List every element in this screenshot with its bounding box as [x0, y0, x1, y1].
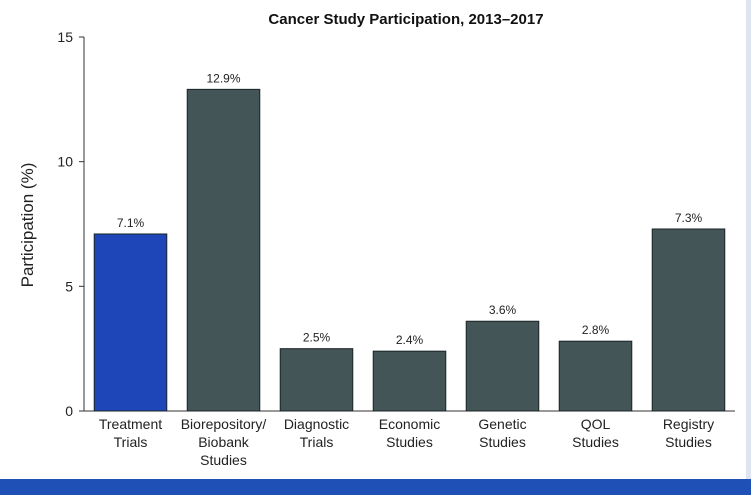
bar-value-label: 12.9%	[206, 71, 240, 85]
bar	[93, 233, 168, 412]
x-tick-label-line: Genetic	[478, 416, 526, 432]
x-tick-label: Economic Studies	[379, 416, 440, 450]
bar	[279, 348, 354, 412]
x-tick-label: Treatment Trials	[99, 416, 162, 450]
x-tick-labels: Treatment Trials Biorepository/Biobank Stud…	[99, 416, 714, 468]
bar	[465, 320, 540, 412]
bar-value-label: 3.6%	[489, 303, 517, 317]
bars	[93, 88, 726, 412]
x-tick-label: QOL Studies	[572, 416, 619, 450]
bar	[372, 350, 447, 412]
bottom-color-band	[0, 479, 751, 495]
bar	[558, 340, 633, 412]
y-axis-label: Participation (%)	[18, 163, 37, 288]
y-tick-label: 15	[57, 29, 73, 45]
x-tick-label-line: Studies	[479, 434, 526, 450]
x-tick-label-line: Studies	[665, 434, 712, 450]
x-tick-label-line: Biobank	[198, 434, 250, 450]
value-labels: 7.1% 12.9% 2.5% 2.4% 3.6% 2.8% 7.3%	[117, 71, 703, 347]
bar	[186, 88, 261, 412]
x-tick-label-line: Economic	[379, 416, 440, 432]
x-tick-label-line: Biorepository/	[181, 416, 267, 432]
y-tick-label: 0	[65, 403, 73, 419]
bar-value-label: 7.3%	[675, 211, 703, 225]
x-tick-label-line: Trials	[300, 434, 334, 450]
bar-value-label: 2.4%	[396, 333, 424, 347]
x-tick-label: Diagnostic Trials	[284, 416, 349, 450]
x-tick-label-line: Diagnostic	[284, 416, 349, 432]
x-tick-label-line: Registry	[663, 416, 714, 432]
x-tick-label-line: Treatment	[99, 416, 162, 432]
right-edge-strip	[746, 0, 751, 479]
x-tick-label: Genetic Studies	[478, 416, 526, 450]
x-tick-label: Registry Studies	[663, 416, 714, 450]
y-tick-label: 10	[57, 154, 73, 170]
x-tick-label-line: QOL	[581, 416, 611, 432]
y-tick-label: 5	[65, 278, 73, 294]
chart-title: Cancer Study Participation, 2013–2017	[268, 11, 543, 28]
y-ticks: 0 5 10 15	[57, 29, 84, 419]
x-tick-label-line: Trials	[114, 434, 148, 450]
bar-value-label: 2.8%	[582, 323, 610, 337]
x-tick-label-line: Studies	[386, 434, 433, 450]
x-tick-label-line: Studies	[200, 452, 247, 468]
bar-value-label: 7.1%	[117, 216, 145, 230]
x-tick-label-line: Studies	[572, 434, 619, 450]
x-tick-label: Biorepository/Biobank Studies	[181, 416, 267, 468]
bar-value-label: 2.5%	[303, 331, 331, 345]
bar	[651, 228, 726, 412]
